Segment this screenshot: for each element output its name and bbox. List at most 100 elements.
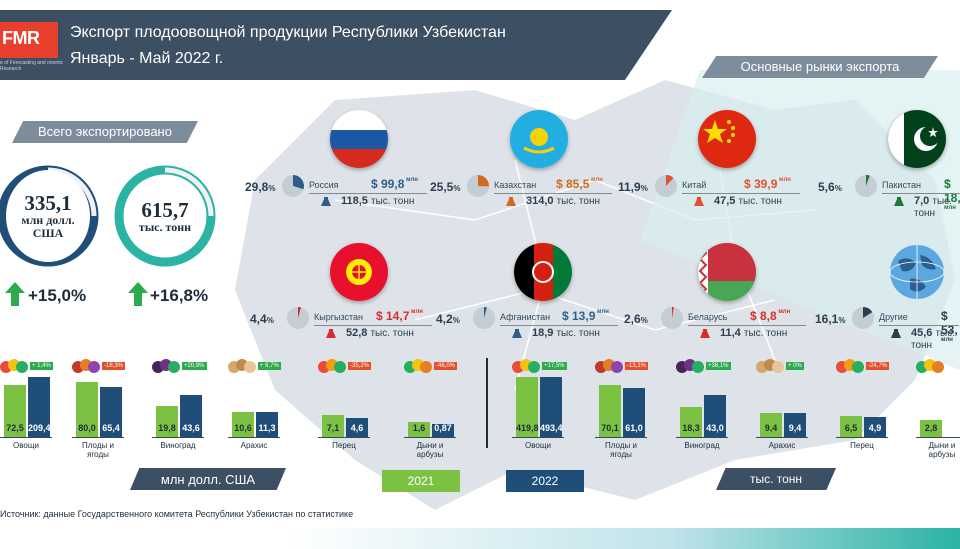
bar-baseline [916, 437, 960, 438]
bar [322, 415, 344, 437]
market-pie [661, 307, 683, 329]
market-share-value: 2,6 [624, 312, 641, 326]
change-badge: + 1,4% [30, 362, 53, 370]
bar-baseline [512, 437, 564, 438]
market-usd-value: $ 53, [941, 309, 958, 337]
change-badge: +38,1% [706, 362, 731, 370]
market-pie-slice [293, 175, 304, 190]
bar [704, 394, 726, 437]
market-pie-slice [478, 175, 489, 187]
bar [346, 417, 368, 437]
market-share-unit: % [838, 316, 846, 325]
market-share: 25,5% [430, 180, 460, 194]
market-pie [852, 307, 874, 329]
market-pie [855, 175, 877, 197]
market-share-value: 5,6 [818, 180, 835, 194]
change-badge: +20,9% [182, 362, 207, 370]
market-usd: $ 14,7 млн [376, 309, 423, 323]
bar-baseline [595, 437, 647, 438]
market-share-unit: % [640, 184, 648, 193]
bar-value: 9,4 [788, 423, 802, 433]
category-label: Овощи [13, 441, 39, 450]
bar-value: 493,4 [540, 423, 563, 433]
bar [623, 388, 645, 437]
footer-band [0, 528, 960, 549]
legend-tons: тыс. тонн [716, 468, 836, 490]
produce-icon [72, 359, 100, 373]
market-share-value: 29,8 [245, 180, 269, 194]
market-share: 11,9% [618, 180, 648, 194]
market-name: Пакистан [882, 180, 921, 190]
change-badge: -13,1% [625, 362, 649, 370]
bar-value: 2,8 [924, 423, 938, 433]
tons-total-value: 615,7 [141, 197, 189, 222]
market-tons-value: 18,9 [532, 327, 557, 339]
bar-value: 65,4 [102, 423, 120, 433]
market-tons-value: 11,4 [720, 327, 744, 339]
bar-value: 10,6 [234, 423, 252, 433]
totals-label: Всего экспортировано [12, 121, 198, 143]
market-pie [473, 307, 495, 329]
market-tons-unit: тыс. тонн [370, 196, 415, 207]
market-usd-unit: млн [777, 177, 791, 183]
market-usd: $ 13,9 млн [562, 309, 609, 323]
market-tons: 18,9 тыс. тонн [532, 327, 600, 339]
bar-baseline [756, 437, 808, 438]
market-tons: 7,0 тыс. тонн [914, 195, 960, 219]
market-usd: $ 8,8 млн [750, 309, 790, 323]
market-usd-value: $ 85,5 [556, 177, 590, 191]
category-label: Виноград [684, 441, 720, 450]
bar [599, 385, 621, 437]
bar-value: 61,0 [625, 423, 643, 433]
market-separator [879, 325, 959, 326]
market-share-value: 11,9 [618, 180, 641, 194]
produce-icon [152, 359, 180, 373]
market-pie [287, 307, 309, 329]
bar-value: 209,4 [28, 423, 51, 433]
market-usd-value: $ 14,7 [376, 309, 410, 323]
bar-value: 4,6 [350, 423, 364, 433]
market-pie [655, 175, 677, 197]
market-share: 5,6% [818, 180, 842, 194]
market-tons: 11,4 тыс. тонн [720, 327, 787, 339]
market-tons: 118,5 тыс. тонн [341, 195, 414, 207]
market-tons-unit: тыс. тонн [556, 328, 600, 339]
market-usd-unit: млн [589, 177, 603, 183]
markets-label: Основные рынки экспорта [702, 56, 938, 78]
market-name: Китай [682, 180, 707, 190]
tons-total-unit: тыс. тонн [138, 219, 192, 234]
bar [516, 377, 538, 437]
category-label: Арахис [768, 441, 796, 450]
weight-icon [700, 329, 710, 338]
market-pie-slice [672, 307, 674, 318]
market-separator [688, 325, 806, 326]
weight-icon [506, 197, 516, 206]
bar [408, 422, 430, 437]
usd-growth: +15,0% [28, 286, 87, 305]
flag-kyrgyzstan-icon [330, 243, 388, 301]
market-separator [494, 193, 612, 194]
weight-icon [321, 197, 331, 206]
category-label: Перец [850, 441, 874, 450]
bar-value: 72,5 [6, 423, 24, 433]
bar [680, 406, 702, 437]
market-name: Казахстан [494, 180, 537, 190]
produce-icon [676, 359, 704, 373]
market-pie [282, 175, 304, 197]
category-label: Дыни и арбузы [928, 441, 956, 459]
bar-value: 6,5 [844, 423, 858, 433]
bar-value: 9,4 [764, 423, 778, 433]
market-tons: 314,0 тыс. тонн [526, 195, 600, 207]
bar-baseline [676, 437, 728, 438]
market-usd-unit: млн [941, 337, 953, 343]
market-share: 4,2% [436, 312, 460, 326]
market-separator [882, 193, 960, 194]
bar-baseline [72, 437, 124, 438]
bar-value: 19,8 [158, 423, 176, 433]
market-pie-slice [484, 307, 487, 318]
market-usd-unit: млн [404, 177, 418, 183]
legend-2022: 2022 [506, 470, 584, 492]
market-name: Афганистан [500, 312, 551, 322]
flag-russia-icon [330, 110, 388, 168]
bar [920, 420, 942, 437]
